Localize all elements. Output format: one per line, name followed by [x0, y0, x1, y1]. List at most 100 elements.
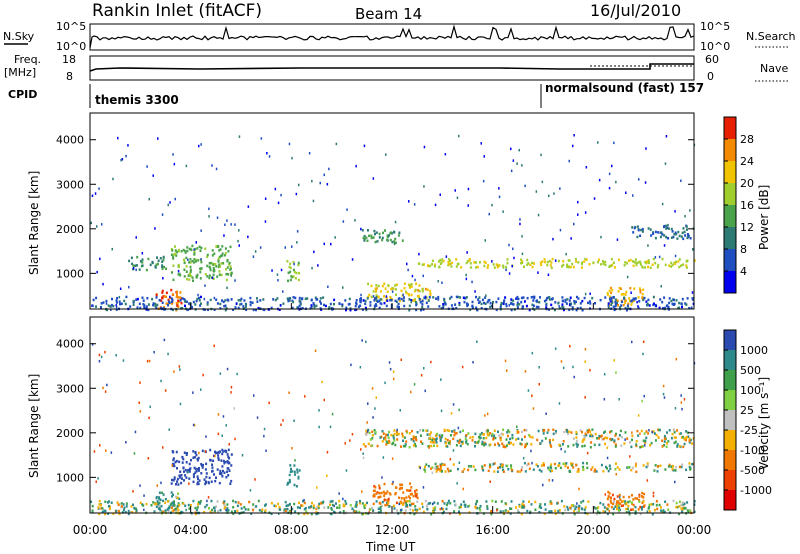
power-cell: [220, 262, 223, 265]
vel-cell: [552, 438, 555, 442]
power-cell: [682, 263, 685, 266]
power-cell: [135, 298, 138, 301]
power-cell: [690, 306, 693, 309]
vel-cell: [181, 511, 184, 514]
power-cell: [219, 307, 222, 310]
power-scatter-cell: [295, 192, 298, 196]
vel-cell: [396, 438, 399, 441]
vel-cell: [443, 502, 446, 505]
power-cell: [251, 301, 254, 304]
power-cell: [487, 264, 490, 267]
power-scatter-cell: [94, 192, 97, 195]
power-cell: [629, 287, 632, 290]
power-cell: [206, 264, 209, 268]
vel-cell: [622, 500, 625, 503]
vel-cell: [507, 468, 510, 471]
vel-cell: [221, 475, 224, 478]
power-cell: [191, 259, 194, 263]
power-cell: [671, 302, 674, 306]
vel-cell: [620, 444, 623, 447]
vel-cell: [429, 440, 432, 444]
vel-cell: [406, 503, 408, 507]
vel-cell: [387, 502, 390, 505]
power-cell: [178, 272, 181, 276]
power-cell: [215, 245, 218, 248]
power-cell: [562, 299, 564, 303]
power-cell: [378, 236, 381, 239]
vel-cell: [252, 503, 255, 506]
vel-cell: [435, 466, 438, 469]
vel-cell: [634, 510, 637, 513]
vel-cell: [539, 503, 542, 506]
x-axis: 00:00 04:00 08:00 12:00 16:00 20:00 00:00: [73, 303, 711, 537]
vel-cell: [121, 505, 123, 508]
vel-scatter-cell: [207, 496, 210, 499]
power-cell: [522, 305, 524, 308]
vel-cell: [153, 510, 156, 513]
power-cell: [624, 301, 627, 305]
power-scatter-cell: [465, 273, 467, 277]
vel-cell: [585, 433, 588, 437]
power-scatter-cell: [577, 213, 579, 216]
power-cell: [364, 299, 367, 303]
vel-cell: [490, 510, 493, 513]
power-cell: [635, 263, 638, 267]
vel-cell: [379, 505, 382, 509]
vel-cell: [205, 472, 208, 475]
power-cell: [212, 277, 215, 280]
power-cell: [389, 299, 392, 302]
power-colorbar-swatch: [724, 271, 736, 293]
power-scatter-cell: [277, 201, 280, 205]
vel-cell: [335, 502, 337, 505]
vel-scatter-cell: [449, 512, 451, 515]
nsearch-tick-top: 10^5: [700, 20, 730, 33]
vel-cell: [617, 504, 620, 507]
vel-cell: [479, 433, 482, 436]
vel-cell: [185, 453, 188, 456]
vel-cell: [549, 465, 552, 469]
vel-cell: [435, 441, 438, 444]
vel-scatter-cell: [652, 494, 655, 498]
vel-cell: [645, 430, 648, 433]
vel-cell: [563, 430, 566, 434]
vel-cell: [617, 511, 620, 514]
power-cell: [245, 303, 247, 306]
vel-cell: [415, 488, 418, 492]
power-cell: [378, 306, 381, 310]
vel-cell: [293, 470, 296, 474]
power-cell: [155, 306, 158, 309]
power-cell: [112, 304, 115, 308]
power-scatter-cell: [610, 296, 613, 300]
vel-cell: [382, 490, 385, 494]
vel-scatter-cell: [439, 464, 442, 468]
vel-scatter-cell: [641, 399, 643, 403]
vel-cell: [222, 450, 225, 453]
vel-cell: [471, 439, 474, 442]
vel-cell: [574, 505, 577, 508]
power-cell: [189, 258, 192, 261]
vel-scatter-cell: [282, 419, 284, 422]
vel-cell: [589, 446, 592, 449]
vel-cell: [226, 507, 229, 510]
vel-cell: [566, 429, 569, 432]
power-cell: [272, 298, 275, 301]
vel-scatter-cell: [472, 361, 474, 364]
vel-cell: [201, 449, 204, 453]
vel-cell: [436, 432, 439, 436]
vel-cell: [302, 499, 304, 503]
power-cell: [520, 258, 523, 261]
power-cell: [549, 264, 552, 267]
power-cell: [333, 302, 335, 306]
power-cell: [200, 302, 202, 305]
vel-cell: [236, 504, 239, 508]
vel-cell: [387, 499, 390, 503]
vel-cell: [675, 501, 678, 505]
vel-scatter-cell: [201, 464, 203, 467]
vel-cell: [270, 512, 273, 516]
vel-cell: [664, 500, 667, 503]
power-cell: [382, 231, 384, 235]
vel-cell: [638, 498, 640, 502]
vel-scatter-cell: [615, 473, 617, 476]
power-cell: [375, 290, 377, 293]
vel-cell: [386, 503, 389, 507]
